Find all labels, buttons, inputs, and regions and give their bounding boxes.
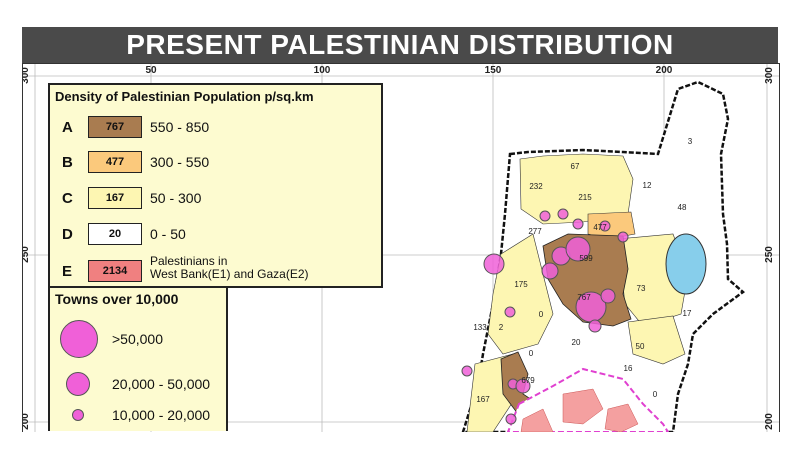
town-dot — [599, 220, 611, 232]
y-tick-left-250: 250 — [22, 246, 31, 263]
town-dot — [557, 208, 569, 220]
map-region-label: 679 — [521, 376, 535, 385]
town-dot — [588, 319, 602, 333]
legend-range: 300 - 550 — [150, 154, 210, 170]
town-dot — [565, 236, 591, 262]
town-dot — [504, 306, 516, 318]
town-dot — [600, 288, 616, 304]
y-tick-right-200: 200 — [763, 413, 775, 430]
legend-row-d: D 20 0 - 50 — [50, 222, 381, 250]
map-region-label: 48 — [678, 203, 687, 212]
town-dot — [572, 218, 584, 230]
region-c-south-east — [627, 315, 686, 365]
legend-range: 50 - 300 — [150, 190, 202, 206]
legend-letter: D — [62, 226, 73, 243]
map-region-label: 277 — [528, 227, 542, 236]
region-c-north — [519, 153, 634, 225]
map-region-label: 17 — [683, 309, 692, 318]
town-dot — [617, 231, 629, 243]
west-bank-patches — [520, 388, 639, 432]
legend-letter: C — [62, 190, 73, 207]
map-region-label: 3 — [688, 137, 693, 146]
legend-row-e: E 2134 Palestinians in West Bank(E1) and… — [50, 255, 381, 287]
map-region-label: 67 — [571, 162, 580, 171]
map-region-label: 20 — [572, 338, 581, 347]
density-legend: Density of Palestinian Population p/sq.k… — [48, 83, 383, 288]
map-region-label: 0 — [653, 390, 658, 399]
legend-row-b: B 477 300 - 550 — [50, 150, 381, 178]
town-dot — [505, 413, 517, 425]
map-region-label: 2 — [499, 323, 504, 332]
x-tick-200: 200 — [655, 65, 673, 76]
town-size-medium-label: 20,000 - 50,000 — [112, 376, 211, 392]
y-tick-right-250: 250 — [763, 246, 775, 263]
town-size-small-dot — [72, 409, 84, 421]
town-size-medium-dot — [66, 372, 90, 396]
map-region-label: 175 — [514, 280, 528, 289]
legend-title: Density of Palestinian Population p/sq.k… — [55, 89, 314, 104]
lake-kinneret — [665, 233, 707, 295]
map-region-label: 12 — [643, 181, 652, 190]
map-region-label: 50 — [636, 342, 645, 351]
legend-range: 550 - 850 — [150, 119, 210, 135]
legend-row-c: C 167 50 - 300 — [50, 186, 381, 214]
x-tick-50: 50 — [145, 65, 157, 76]
map-region-label: 215 — [578, 193, 592, 202]
legend-range: 0 - 50 — [150, 226, 186, 242]
town-size-small-label: 10,000 - 20,000 — [112, 407, 211, 423]
legend-row-a: A 767 550 - 850 — [50, 115, 381, 143]
legend-swatch: 767 — [88, 116, 142, 138]
legend-swatch: 477 — [88, 151, 142, 173]
map-region-label: 73 — [637, 284, 646, 293]
legend-swatch: 167 — [88, 187, 142, 209]
map-region-label: 232 — [529, 182, 543, 191]
y-tick-left-200: 200 — [22, 413, 31, 430]
legend-note-line1: Palestinians in — [150, 254, 228, 268]
legend-note-line2: West Bank(E1) and Gaza(E2) — [150, 267, 309, 281]
legend-note: Palestinians in West Bank(E1) and Gaza(E… — [150, 255, 350, 281]
map-region-label: 477 — [593, 223, 607, 232]
town-dot — [461, 365, 473, 377]
map-region-label: 599 — [579, 254, 593, 263]
legend-letter: E — [62, 263, 73, 280]
legend-letter: A — [62, 119, 73, 136]
town-dot — [541, 262, 559, 280]
town-dot — [539, 210, 551, 222]
map-region-label: 133 — [473, 323, 487, 332]
town-size-large-dot — [60, 320, 98, 358]
legend-swatch: 2134 — [88, 260, 142, 282]
legend-letter: B — [62, 154, 73, 171]
towns-legend: Towns over 10,000 >50,000 20,000 - 50,00… — [48, 286, 228, 431]
towns-title: Towns over 10,000 — [55, 291, 179, 307]
map-title: PRESENT PALESTINIAN DISTRIBUTION — [22, 27, 778, 63]
map-region-label: 167 — [476, 395, 490, 404]
x-tick-100: 100 — [313, 65, 331, 76]
town-dot — [515, 378, 531, 394]
town-dot — [483, 253, 505, 275]
y-tick-left-300: 300 — [22, 67, 31, 84]
town-size-large-label: >50,000 — [112, 331, 163, 347]
legend-swatch: 20 — [88, 223, 142, 245]
x-tick-150: 150 — [484, 65, 502, 76]
map-region-label: 767 — [577, 293, 591, 302]
map-region-label: 0 — [529, 349, 534, 358]
map-region-label: 0 — [539, 310, 544, 319]
map-region-label: 16 — [624, 364, 633, 373]
y-tick-right-300: 300 — [763, 67, 775, 84]
